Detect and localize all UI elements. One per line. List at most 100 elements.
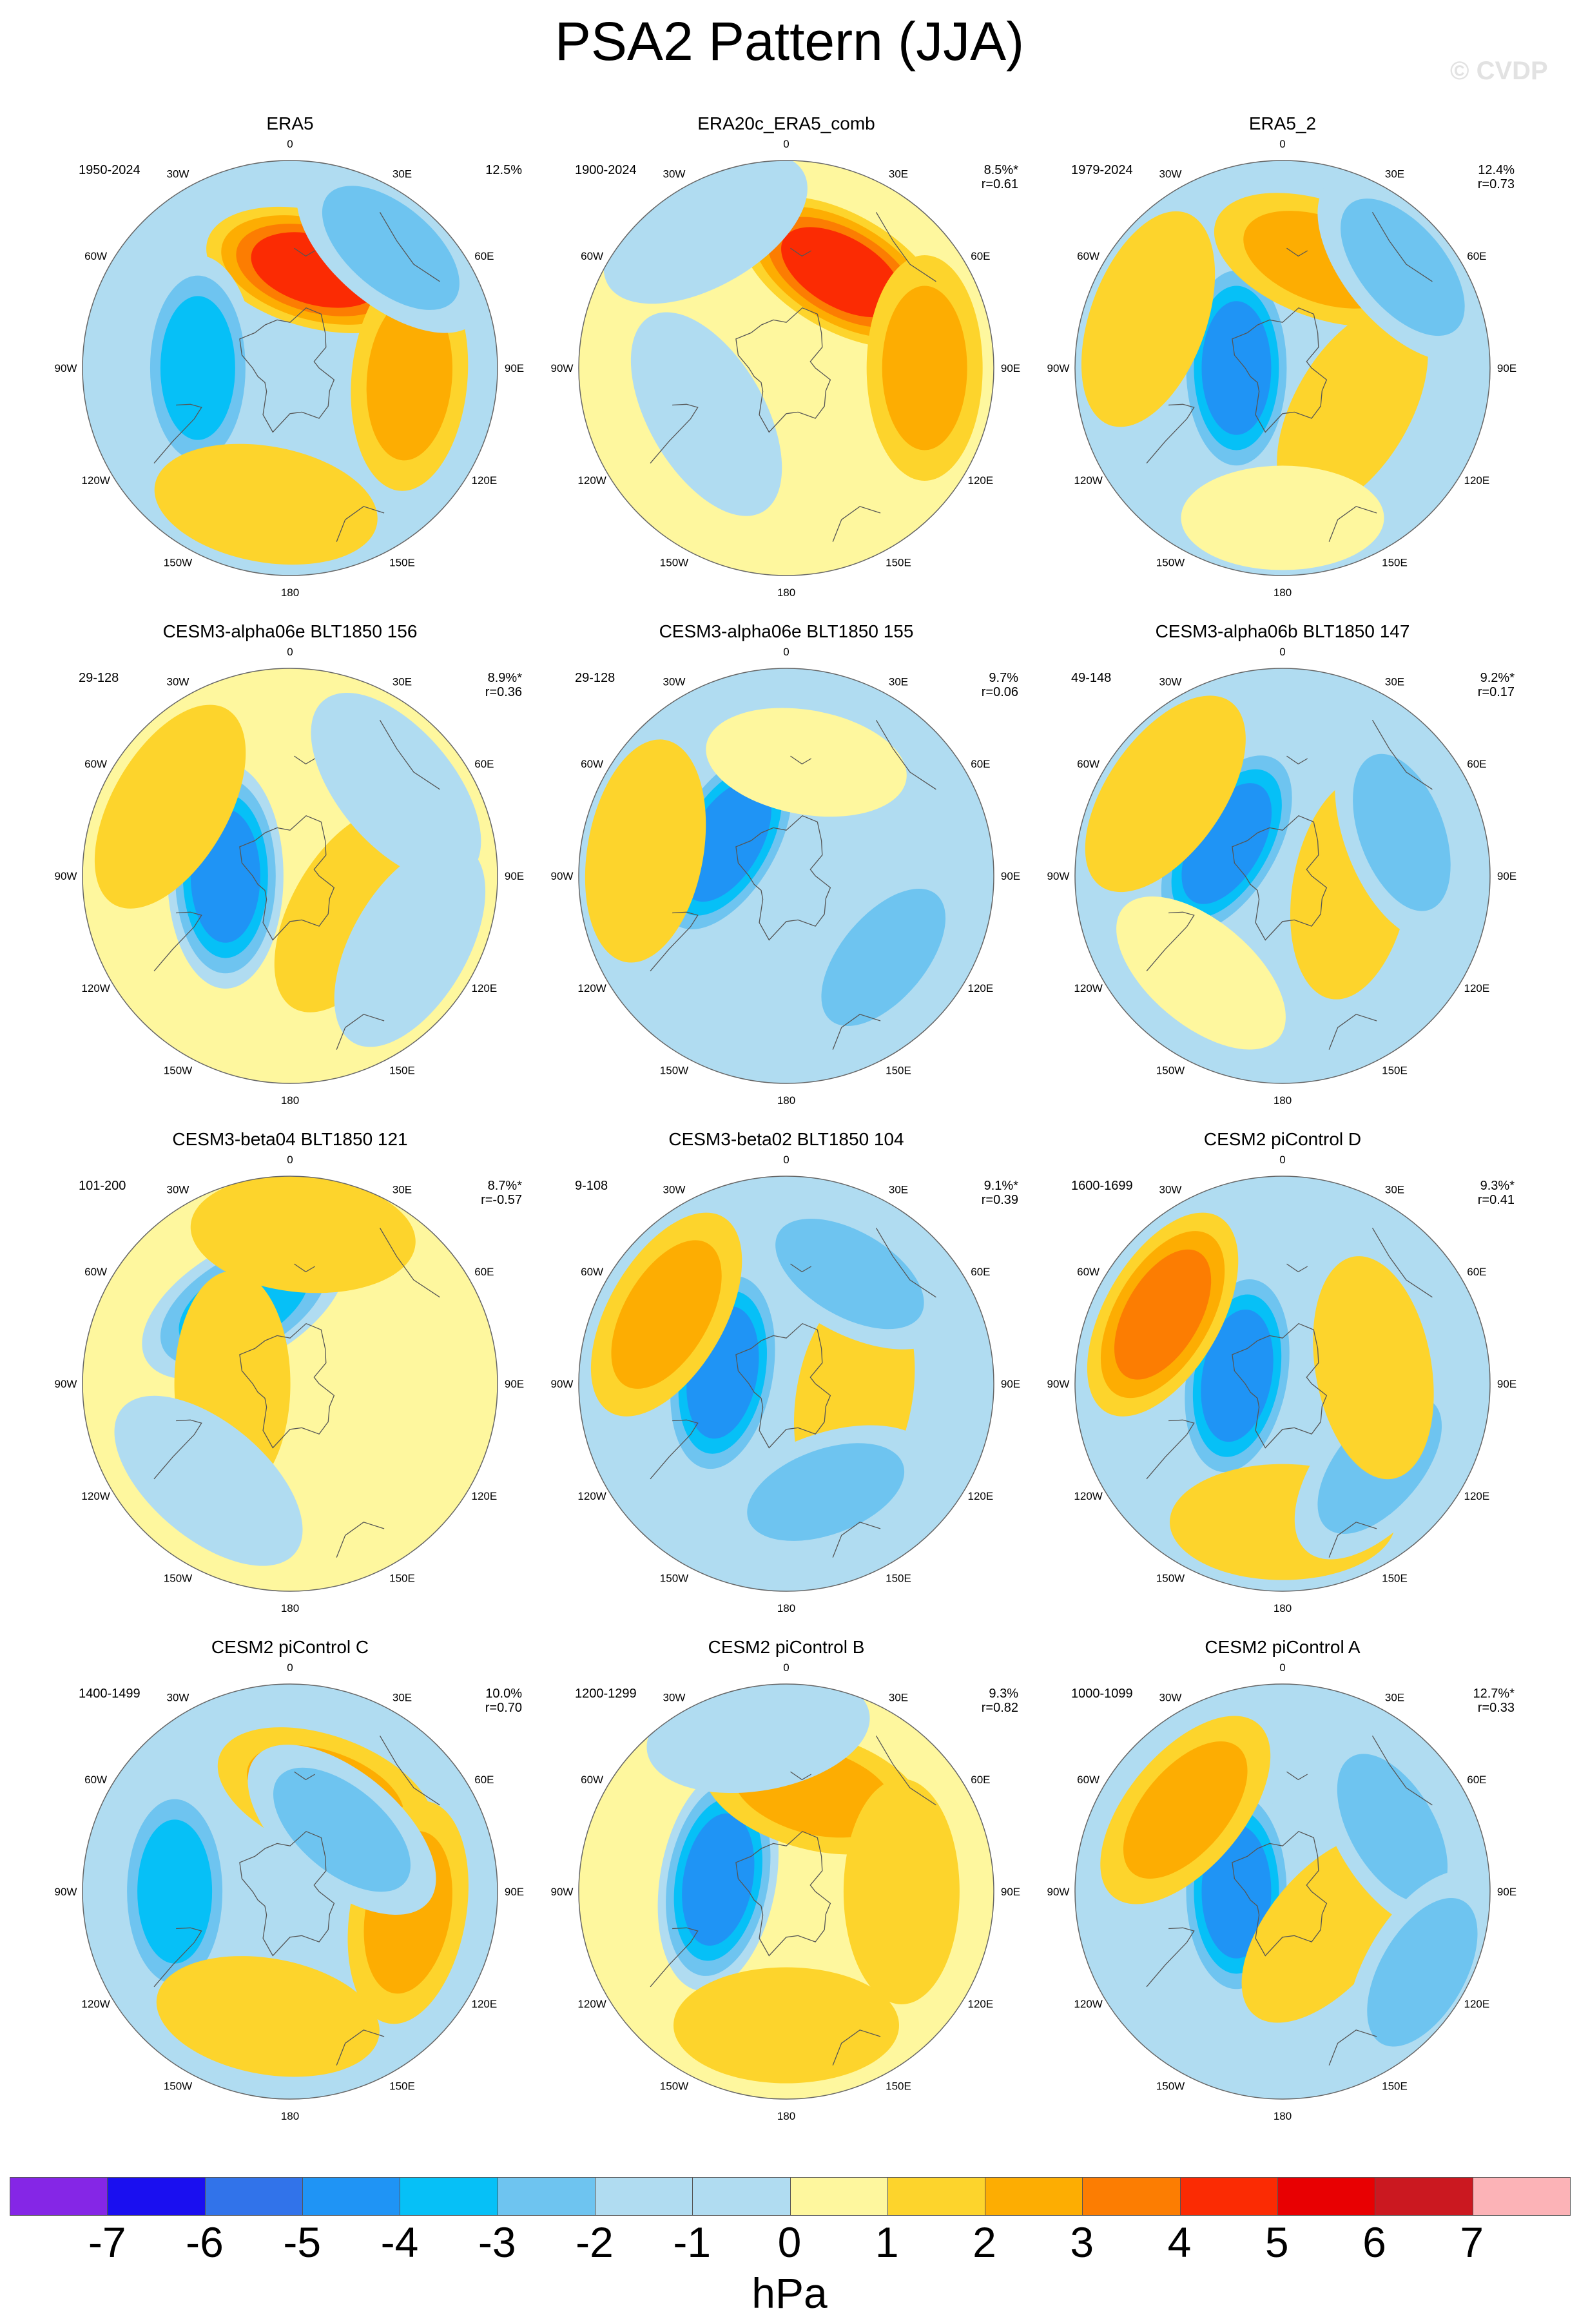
map-border	[82, 668, 498, 1084]
longitude-label: 150E	[389, 1064, 415, 1076]
longitude-label: 60E	[1467, 250, 1486, 262]
anomaly-contour	[94, 704, 246, 909]
colorbar-swatch	[1180, 2178, 1279, 2215]
longitude-label: 120E	[968, 1998, 994, 2010]
watermark: © CVDP	[1450, 57, 1548, 85]
australia-coastline	[1371, 211, 1433, 282]
panel-variance-stats: 8.5%* r=0.61	[982, 163, 1018, 191]
anomaly-contour	[775, 1218, 924, 1330]
longitude-label: 90W	[55, 362, 77, 374]
colorbar-tick-label: -6	[186, 2218, 224, 2266]
longitude-label: 60E	[971, 1774, 990, 1786]
panel-variance-stats: 9.3% r=0.82	[982, 1687, 1018, 1715]
anomaly-contour	[747, 1443, 905, 1541]
australia-coastline	[379, 1227, 440, 1298]
longitude-label: 30W	[1159, 168, 1182, 180]
longitude-label: 60W	[84, 1266, 107, 1278]
longitude-label: 120W	[1074, 474, 1102, 487]
panel-title: CESM3-alpha06b BLT1850 147	[1155, 621, 1410, 641]
panel-variance-pct: 8.5%*	[983, 163, 1018, 177]
panel-title: CESM2 piControl D	[1203, 1129, 1362, 1149]
panel-title: CESM3-beta04 BLT1850 121	[172, 1129, 408, 1149]
anomaly-contour	[781, 227, 902, 318]
longitude-label: 90W	[55, 1378, 77, 1390]
longitude-label: 60W	[84, 1774, 107, 1786]
longitude-label: 180	[281, 1094, 299, 1107]
longitude-label: 30E	[392, 168, 412, 180]
panel-pattern-corr: r=0.82	[981, 1701, 1018, 1715]
new-zealand-coastline	[790, 1263, 812, 1273]
longitude-label: 120W	[577, 982, 606, 994]
panel-title: CESM3-alpha06e BLT1850 156	[162, 621, 418, 641]
longitude-label: 60W	[581, 1266, 603, 1278]
panel-pattern-corr: r=0.41	[1477, 1193, 1515, 1207]
colorbar-swatch	[498, 2178, 596, 2215]
longitude-label: 120W	[577, 1998, 606, 2010]
africa-coastline	[1328, 1014, 1377, 1050]
longitude-label: 120W	[577, 474, 606, 487]
south-america-coastline	[153, 1419, 202, 1480]
anomaly-contour	[1085, 695, 1246, 893]
panel-variance-pct: 9.7%	[989, 671, 1018, 685]
longitude-label: 120W	[1074, 1490, 1102, 1502]
panel-pattern-corr: r=0.73	[1477, 177, 1515, 191]
colorbar-tick-label: -4	[380, 2218, 419, 2266]
anomaly-contour	[706, 708, 907, 817]
antarctica-coastline	[1232, 1830, 1328, 1957]
map-border	[1074, 1683, 1491, 2100]
longitude-label: 90E	[1497, 362, 1516, 374]
longitude-label: 90E	[505, 362, 524, 374]
longitude-label: 150E	[389, 1572, 415, 1584]
panel-variance-stats: 10.0% r=0.70	[485, 1687, 522, 1715]
map-panel: 0 30E 60E 90E 120E 150E 180 150W 120W 90W 60W 30W CE…	[32, 1128, 548, 1638]
longitude-label: 150E	[1382, 2080, 1408, 2092]
south-america-coastline	[650, 1419, 699, 1480]
south-america-coastline	[650, 1927, 699, 1988]
longitude-label: 30E	[1385, 1184, 1404, 1196]
longitude-label: 120W	[81, 982, 110, 994]
antarctica-coastline	[735, 815, 831, 941]
longitude-label: 120W	[81, 474, 110, 487]
polar-map: 0 30E 60E 90E 120E 150E 180 150W 120W 90W 60W 30W	[55, 138, 525, 599]
map-border	[82, 1176, 498, 1592]
anomaly-contour	[1337, 1754, 1448, 1903]
panel-pattern-corr: r=0.39	[981, 1193, 1018, 1207]
longitude-label: 60E	[1467, 758, 1486, 770]
longitude-label: 30E	[889, 168, 908, 180]
panel-years: 1200-1299	[575, 1687, 637, 1701]
colorbar-swatch	[1375, 2178, 1473, 2215]
longitude-label: 0	[287, 1154, 293, 1166]
panel-variance-stats: 9.2%* r=0.17	[1478, 671, 1515, 699]
colorbar-swatch	[595, 2178, 693, 2215]
map-panel: 0 30E 60E 90E 120E 150E 180 150W 120W 90W 60W 30W CE…	[32, 1636, 548, 2145]
panel-title: ERA5_2	[1248, 113, 1317, 133]
colorbar-swatch	[1473, 2178, 1570, 2215]
anomaly-contour	[1181, 783, 1272, 904]
colorbar-swatch	[693, 2178, 791, 2215]
longitude-label: 30E	[889, 676, 908, 688]
map-border	[1074, 668, 1491, 1084]
panel-variance-pct: 9.2%*	[1480, 671, 1515, 685]
longitude-label: 180	[777, 2110, 795, 2122]
panel-variance-pct: 10.0%	[485, 1687, 522, 1701]
panel-years: 1900-2024	[575, 163, 637, 177]
longitude-label: 120W	[577, 1490, 606, 1502]
page-title: PSA2 Pattern (JJA)	[554, 11, 1025, 72]
map-border	[1074, 1176, 1491, 1592]
panel-variance-pct: 12.5%	[485, 163, 522, 177]
colorbar-tick-label: 0	[777, 2218, 802, 2266]
anomaly-contour	[603, 160, 808, 304]
map-border	[82, 1683, 498, 2100]
africa-coastline	[832, 2029, 881, 2066]
longitude-label: 90E	[1001, 870, 1020, 882]
colorbar-swatch	[108, 2178, 206, 2215]
anomaly-contour	[585, 739, 706, 963]
anomaly-contour	[646, 1684, 870, 1794]
map-panel: 0 30E 60E 90E 120E 150E 180 150W 120W 90W 60W 30W CE…	[528, 1128, 1044, 1638]
polar-map: 0 30E 60E 90E 120E 150E 180 150W 120W 90W 60W 30W	[55, 646, 525, 1107]
longitude-label: 90W	[55, 870, 77, 882]
australia-coastline	[875, 719, 936, 790]
polar-map: 0 30E 60E 90E 120E 150E 180 150W 120W 90W 60W 30W	[55, 1661, 525, 2122]
new-zealand-coastline	[294, 1263, 316, 1273]
new-zealand-coastline	[1286, 1263, 1308, 1273]
